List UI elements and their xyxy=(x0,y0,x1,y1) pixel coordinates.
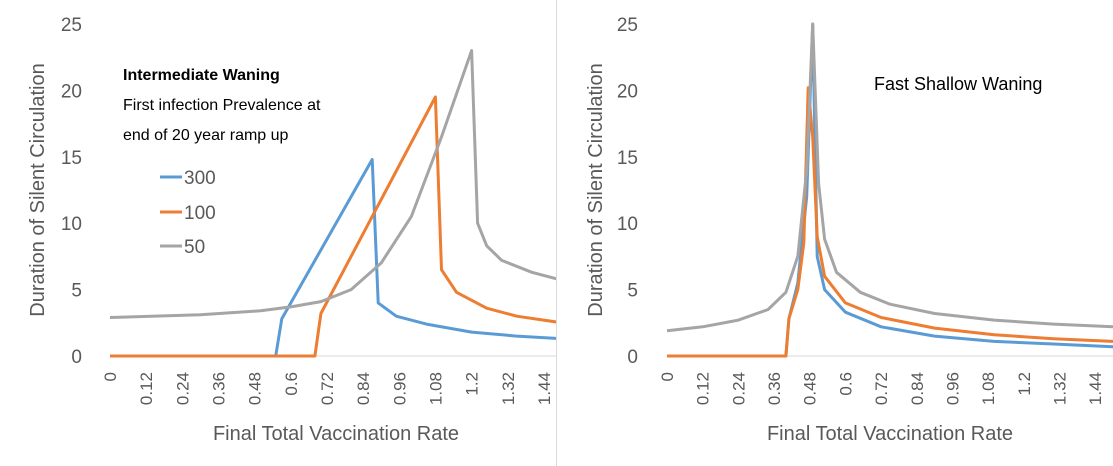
x-axis-title: Final Total Vaccination Rate xyxy=(767,423,1013,445)
y-tick-label: 10 xyxy=(617,214,638,235)
x-tick-label: 0.84 xyxy=(908,372,927,405)
x-tick-label: 0.96 xyxy=(943,372,962,405)
y-axis-title: Duration of Silent Circulation xyxy=(27,63,49,316)
chart-intermediate-waning: 0 5 10 15 20 25 0 0.12 0.24 0.36 0.48 0.6 0.72 0.84 0.… xyxy=(27,15,556,445)
annotation-line: First infection Prevalence at xyxy=(123,97,321,114)
y-tick-label: 5 xyxy=(71,281,82,302)
x-tick-label: 0.48 xyxy=(801,372,820,405)
x-tick-label: 0.6 xyxy=(836,372,855,396)
x-tick-label: 0.96 xyxy=(390,372,409,405)
annotation-line: end of 20 year ramp up xyxy=(123,127,289,144)
legend-label-100: 100 xyxy=(184,203,216,224)
x-tick-label: 0.12 xyxy=(694,372,713,405)
y-tick-label: 25 xyxy=(617,15,638,36)
x-tick-label: 0.36 xyxy=(765,372,784,405)
x-tick-label: 1.2 xyxy=(463,372,482,396)
x-tick-label: 0.6 xyxy=(282,372,301,396)
series-line-300 xyxy=(110,158,556,358)
y-tick-label: 20 xyxy=(61,81,82,102)
x-tick-label: 1.44 xyxy=(1086,372,1105,405)
x-tick-label: 1.32 xyxy=(1050,372,1069,405)
x-tick-label: 0.84 xyxy=(354,372,373,405)
y-tick-label: 15 xyxy=(617,148,638,169)
x-tick-label: 0 xyxy=(658,372,677,381)
y-tick-label: 0 xyxy=(627,347,638,368)
y-tick-label: 0 xyxy=(71,347,82,368)
series-line-50 xyxy=(666,22,1113,333)
chart-panel-intermediate-waning: 0 5 10 15 20 25 0 0.12 0.24 0.36 0.48 0.6 0.72 0.84 0.… xyxy=(27,0,557,466)
series-line-50 xyxy=(109,49,556,319)
x-tick-label: 0 xyxy=(101,372,120,381)
legend-label-300: 300 xyxy=(184,168,216,189)
y-tick-label: 15 xyxy=(61,148,82,169)
x-tick-label: 0.36 xyxy=(209,372,228,405)
y-tick-label: 20 xyxy=(617,81,638,102)
annotation-title: Fast Shallow Waning xyxy=(874,74,1042,94)
x-tick-label: 0.12 xyxy=(137,372,156,405)
x-tick-label: 1.2 xyxy=(1015,372,1034,396)
x-tick-label: 0.24 xyxy=(729,372,748,405)
chart-panel-fast-shallow-waning: 0 5 10 15 20 25 0 0.12 0.24 0.36 0.48 0.6 0.72 0.84 0.… xyxy=(560,0,1113,466)
x-tick-label: 0.72 xyxy=(872,372,891,405)
y-axis-title: Duration of Silent Circulation xyxy=(585,63,607,316)
x-tick-label: 1.08 xyxy=(979,372,998,405)
x-tick-label: 0.72 xyxy=(318,372,337,405)
legend-label-50: 50 xyxy=(184,237,205,258)
series-line-100 xyxy=(667,86,1113,358)
x-tick-label: 0.48 xyxy=(246,372,265,405)
chart-fast-shallow-waning: 0 5 10 15 20 25 0 0.12 0.24 0.36 0.48 0.6 0.72 0.84 0.… xyxy=(585,15,1113,445)
x-axis-title: Final Total Vaccination Rate xyxy=(213,423,459,445)
annotation-title: Intermediate Waning xyxy=(123,67,280,84)
x-tick-label: 1.44 xyxy=(535,372,554,405)
y-tick-label: 10 xyxy=(61,214,82,235)
y-tick-label: 25 xyxy=(61,15,82,36)
x-tick-label: 1.08 xyxy=(426,372,445,405)
x-tick-label: 1.32 xyxy=(499,372,518,405)
series-line-100 xyxy=(110,95,556,358)
y-tick-label: 5 xyxy=(627,281,638,302)
x-tick-label: 0.24 xyxy=(173,372,192,405)
